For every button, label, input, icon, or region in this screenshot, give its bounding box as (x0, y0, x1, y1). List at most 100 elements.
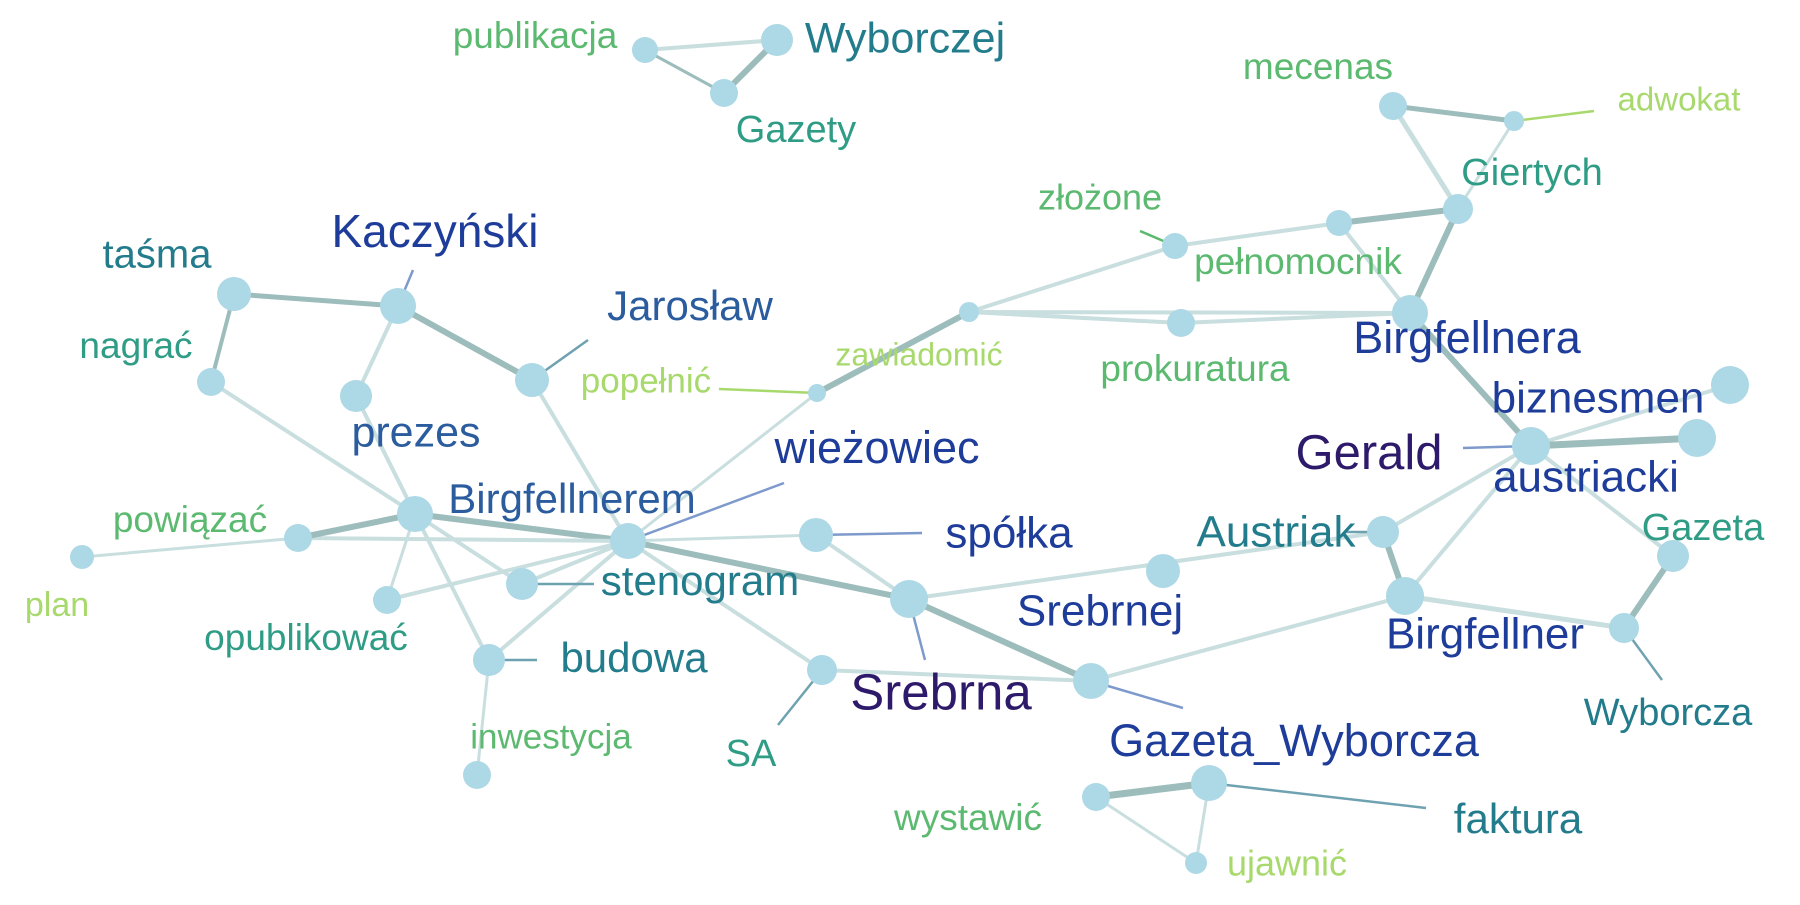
edge-wiezowiec-budowa (487, 539, 630, 662)
edge-wystawic-ujawnic (1094, 795, 1198, 865)
label-pointer-adwokat (1513, 109, 1595, 123)
node-srebrna (890, 580, 928, 618)
node-label-austriacki: austriacki (1493, 453, 1679, 502)
node-label-faktura: faktura (1454, 795, 1583, 842)
node-wiezowiec (610, 523, 646, 559)
node-label-pelnomocnik: pełnomocnik (1194, 241, 1402, 282)
edge-wiezowiec-jaroslaw (530, 378, 630, 543)
edge-giertych-pelnomocnik (1336, 206, 1461, 226)
node-spolka (799, 518, 833, 552)
edge-sa-wiezowiec (626, 539, 824, 672)
edge-giertych-birgfellnera (1407, 206, 1461, 316)
node-opublikowac (373, 586, 401, 614)
node-label-srebrnej: Srebrnej (1017, 587, 1183, 636)
edge-birgfellner-gazeta_wyborcza (1089, 594, 1407, 683)
edge-wiezowiec-stenogram (520, 539, 630, 586)
node-label-birgfellnera: Birgfellnera (1353, 312, 1582, 363)
node-label-opublikowac: opublikować (204, 617, 408, 658)
node-wyborcza (1609, 613, 1639, 643)
edge-wiezowiec-powiazac (296, 536, 630, 543)
node-zawiadomic (959, 302, 979, 322)
node-label-birgfellner: Birgfellner (1386, 610, 1584, 659)
node-label-birgfellnerem: Birgfellnerem (448, 475, 695, 522)
node-gazety (710, 79, 738, 107)
edge-wystawic-faktura (1092, 779, 1213, 801)
edge-publikacja-gazety (643, 48, 726, 95)
nodes-layer (70, 24, 1749, 874)
node-pelnomocnik (1326, 210, 1352, 236)
edge-wiezowiec-opublikowac (385, 539, 630, 602)
edge-birgfellnerem-nagrac (209, 380, 417, 516)
edge-gerald-biznesmen (1529, 383, 1732, 448)
label-pointer-wiezowiec (627, 481, 785, 543)
node-plan (70, 545, 94, 569)
node-label-budowa: budowa (560, 634, 708, 681)
edge-spolka-wiezowiec (626, 533, 818, 543)
edge-zlozone-zawiadomic (967, 244, 1177, 314)
edge-budowa-inwestycja (475, 658, 491, 777)
node-label-zlozone: złożone (1038, 177, 1162, 218)
node-label-stenogram: stenogram (601, 557, 799, 604)
node-jaroslaw (515, 363, 549, 397)
edge-srebrna-gazeta_wyborcza (906, 596, 1094, 684)
node-prokuratura (1167, 309, 1195, 337)
node-label-ujawnic: ujawnić (1227, 843, 1347, 884)
edge-gerald-austriacki (1527, 434, 1701, 450)
node-label-wiezowiec: wieżowiec (773, 422, 979, 473)
node-label-publikacja: publikacja (453, 15, 618, 56)
node-label-powiazac: powiązać (113, 499, 267, 540)
node-prezes (340, 380, 372, 412)
node-label-kaczynski: Kaczyński (331, 205, 538, 257)
edge-birgfellnerem-powiazac (295, 511, 418, 541)
edge-srebrna-austriak (907, 530, 1385, 601)
node-zlozone (1162, 233, 1188, 259)
edge-birgfellnerem-budowa (413, 512, 491, 662)
node-label-nagrac: nagrać (79, 325, 192, 366)
node-birgfellner (1386, 577, 1424, 615)
edge-kaczynski-jaroslaw (395, 303, 535, 383)
node-faktura (1191, 765, 1227, 801)
node-nagrac (197, 368, 225, 396)
node-label-gazeta_wyborcza: Gazeta_Wyborcza (1109, 715, 1480, 766)
edge-birgfellnerem-stenogram (413, 512, 524, 586)
label-pointer-spolka (815, 531, 923, 537)
node-label-gazety: Gazety (736, 109, 856, 151)
edge-birgfellnera-gerald (1407, 310, 1534, 449)
edge-birgfellner-wyborcza (1402, 593, 1627, 631)
edge-mecenas-adwokat (1390, 103, 1517, 124)
node-srebrnej (1146, 554, 1180, 588)
node-budowa (473, 644, 505, 676)
node-label-popelnic: popełnić (581, 361, 711, 400)
edge-popelnic-wiezowiec (626, 391, 819, 543)
edge-kaczynski-tasma (231, 291, 401, 309)
node-inwestycja (463, 761, 491, 789)
node-label-austriak: Austriak (1197, 508, 1357, 557)
edge-publikacja-wyborczej (643, 38, 779, 52)
label-pointer-popelnic (718, 387, 818, 395)
node-gazeta (1657, 540, 1689, 572)
node-sa (807, 655, 837, 685)
label-pointer-faktura (1208, 781, 1427, 810)
node-label-plan: plan (25, 586, 89, 624)
node-label-wyborcza: Wyborcza (1584, 692, 1753, 734)
node-wystawic (1082, 783, 1110, 811)
edge-gerald-gazeta (1529, 444, 1675, 558)
node-birgfellnerem (397, 496, 433, 532)
node-gerald (1512, 427, 1550, 465)
node-ujawnic (1185, 852, 1207, 874)
node-adwokat (1504, 111, 1524, 131)
edge-wiezowiec-birgfellnerem (412, 511, 631, 544)
node-label-sa: SA (726, 733, 777, 775)
node-powiazac (284, 524, 312, 552)
node-kaczynski (380, 288, 416, 324)
node-label-zawiadomic: zawiadomić (835, 336, 1002, 372)
edge-mecenas-giertych (1390, 103, 1461, 212)
edge-gerald-austriak (1381, 444, 1533, 534)
edge-birgfellnerem-prezes (354, 394, 417, 516)
node-label-inwestycja: inwestycja (470, 717, 632, 756)
node-gazeta_wyborcza (1073, 663, 1109, 699)
node-wyborczej (761, 24, 793, 56)
node-tasma (217, 277, 251, 311)
